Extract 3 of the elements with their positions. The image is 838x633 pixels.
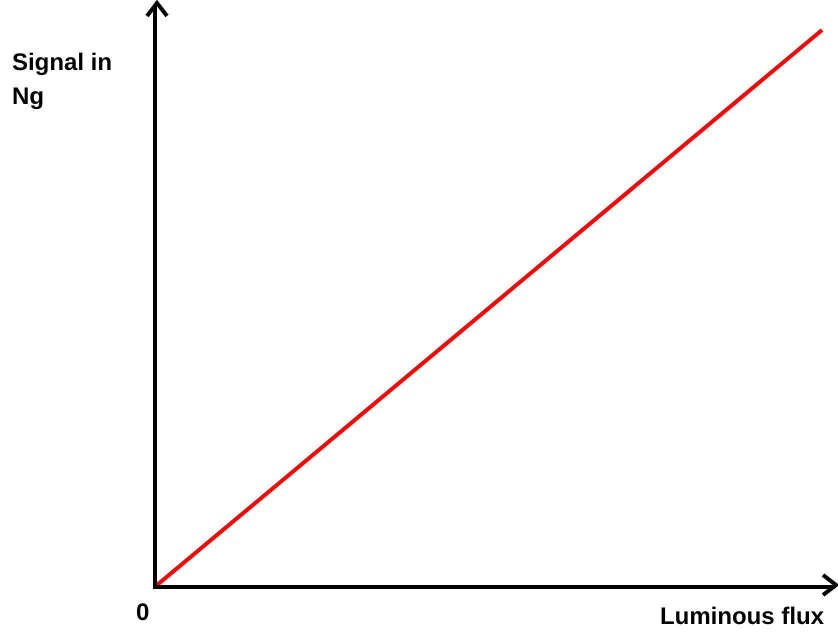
y-axis-title: Signal in Ng [12, 48, 114, 112]
x-axis-title: Luminous flux [660, 602, 824, 632]
text: 0 [136, 598, 150, 628]
